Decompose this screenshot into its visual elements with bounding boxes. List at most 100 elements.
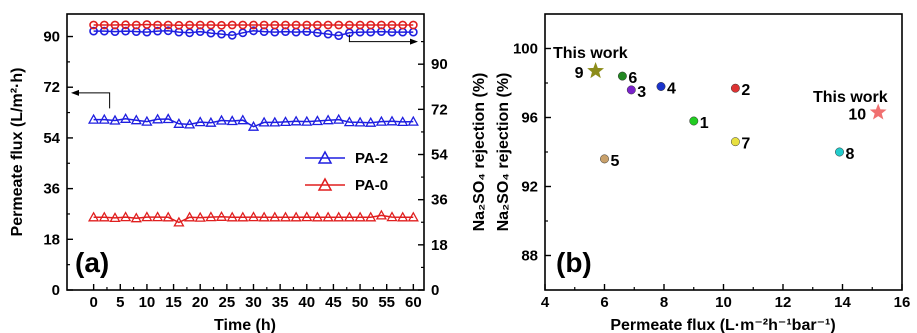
- data-point-circle: [99, 26, 109, 36]
- data-point-circle: [121, 26, 130, 36]
- data-point-circle: [334, 20, 344, 30]
- series-line-pa-0-left: [93, 214, 414, 224]
- data-point-triangle: [322, 211, 334, 222]
- data-point-circle: [238, 20, 248, 30]
- data-point-triangle: [215, 114, 228, 125]
- data-point-circle: [163, 26, 173, 36]
- point-9-star: [587, 62, 605, 79]
- data-point-triangle: [194, 116, 206, 127]
- data-point-circle: [195, 20, 205, 30]
- data-point-circle: [366, 20, 376, 30]
- data-point-triangle: [98, 211, 110, 222]
- data-point-circle: [355, 20, 365, 30]
- data-point-circle: [334, 31, 344, 40]
- data-point-triangle: [386, 115, 398, 126]
- point-1-marker: [689, 116, 699, 126]
- data-point-triangle: [343, 116, 356, 127]
- data-point-circle: [206, 20, 216, 30]
- data-point-circle: [259, 20, 269, 30]
- arrow-right-axis-head: [410, 38, 418, 45]
- data-point-circle: [174, 20, 184, 30]
- point-5-label: 5: [611, 153, 620, 170]
- legend-marker-pa-0: [317, 177, 333, 191]
- data-point-triangle: [151, 113, 164, 124]
- a-xtick-label: 10: [139, 294, 156, 311]
- point-5-marker: [600, 154, 609, 164]
- data-point-triangle: [333, 211, 345, 222]
- data-point-circle: [89, 26, 98, 36]
- series-line-pa-2-left: [93, 118, 414, 128]
- a-xtick-label: 5: [116, 294, 124, 311]
- this-work-annotation-2: This work: [813, 89, 888, 106]
- data-point-triangle: [322, 114, 334, 125]
- data-point-triangle: [119, 211, 132, 222]
- data-point-triangle: [343, 211, 356, 222]
- data-point-triangle: [375, 115, 388, 126]
- data-point-triangle: [301, 115, 313, 126]
- data-point-triangle: [407, 115, 419, 126]
- point-3-marker: [626, 85, 636, 95]
- data-point-circle: [249, 20, 258, 30]
- data-point-triangle: [311, 115, 324, 126]
- data-point-triangle: [173, 117, 185, 128]
- a-ytick-left-label: 18: [43, 231, 60, 248]
- data-point-triangle: [226, 115, 238, 126]
- data-point-circle: [131, 20, 141, 30]
- point-2-marker: [730, 83, 740, 93]
- data-point-circle: [398, 20, 408, 30]
- data-point-circle: [281, 20, 290, 30]
- a-ytick-left-label: 72: [43, 79, 60, 96]
- data-point-triangle: [194, 211, 206, 222]
- a-xtick-label: 0: [89, 294, 97, 311]
- data-point-triangle: [205, 211, 217, 222]
- data-point-circle: [89, 20, 98, 30]
- data-point-triangle: [386, 211, 398, 222]
- data-point-triangle: [354, 116, 366, 127]
- a-xtick-label: 50: [352, 294, 369, 311]
- data-point-triangle: [407, 211, 419, 222]
- data-point-triangle: [269, 211, 281, 222]
- data-point-circle: [217, 29, 226, 39]
- data-point-triangle: [215, 210, 228, 221]
- point-7-marker: [730, 137, 740, 147]
- panel-a-xlabel: Time (h): [214, 317, 276, 333]
- data-point-triangle: [130, 114, 142, 125]
- this-work-annotation-1: This work: [553, 45, 628, 62]
- data-point-circle: [344, 20, 354, 30]
- b-ytick-label: 88: [521, 248, 538, 265]
- point-7-label: 7: [741, 136, 750, 153]
- data-point-circle: [153, 26, 162, 36]
- panel-a-ylabel-right: Na₂SO₄ rejection (%): [471, 73, 488, 232]
- data-point-circle: [270, 20, 280, 30]
- a-xtick-label: 55: [378, 294, 395, 311]
- data-point-triangle: [87, 211, 100, 222]
- data-point-triangle: [333, 113, 345, 124]
- data-point-triangle: [397, 211, 409, 222]
- point-10-label: 10: [848, 106, 866, 123]
- b-xtick-label: 4: [541, 294, 550, 311]
- data-point-triangle: [183, 211, 196, 222]
- point-2-label: 2: [741, 82, 750, 99]
- legend-label-pa-0: PA-0: [355, 177, 388, 194]
- panel-b-xlabel: Permeate flux (L·m⁻²h⁻¹bar⁻¹): [610, 317, 835, 333]
- panel-b-label: (b): [556, 247, 592, 278]
- series-line-pa-0-right: [93, 23, 414, 27]
- a-xtick-label: 60: [405, 294, 422, 311]
- a-ytick-right-label: 72: [431, 101, 448, 118]
- data-point-triangle: [375, 209, 388, 220]
- data-point-triangle: [226, 211, 238, 222]
- data-point-circle: [227, 20, 237, 30]
- data-point-circle: [185, 20, 194, 30]
- point-4-marker: [656, 82, 666, 91]
- data-point-triangle: [109, 114, 121, 125]
- data-point-circle: [206, 28, 216, 38]
- data-point-triangle: [247, 211, 260, 222]
- data-point-circle: [99, 20, 109, 30]
- data-point-circle: [153, 20, 162, 30]
- data-point-triangle: [237, 114, 249, 125]
- panel-a-plot-frame: [66, 13, 425, 291]
- data-point-triangle: [279, 211, 292, 222]
- data-point-circle: [217, 20, 226, 30]
